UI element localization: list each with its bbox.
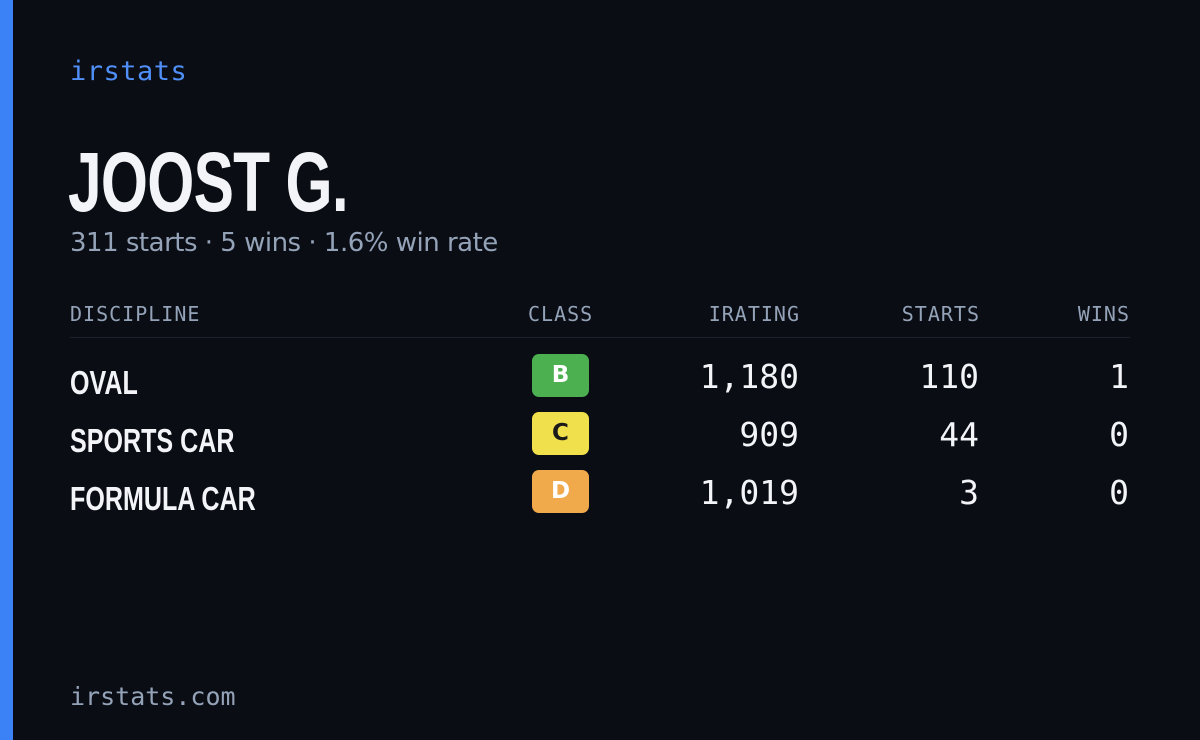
header-wins: WINS: [1077, 302, 1130, 326]
header-class: CLASS: [528, 302, 594, 326]
discipline-name: FORMULA CAR: [70, 480, 256, 517]
table-row: SPORTS CAR C 909 44 0: [70, 412, 1130, 470]
accent-bar: [0, 0, 13, 740]
irating-value: 1,019: [699, 473, 799, 512]
brand-logo[interactable]: irstats: [70, 56, 188, 87]
table-row: FORMULA CAR D 1,019 3 0: [70, 470, 1130, 528]
class-badge: C: [532, 412, 589, 455]
driver-name: JOOST G.: [68, 135, 349, 229]
starts-value: 44: [939, 415, 979, 454]
wins-value: 1: [1109, 357, 1129, 396]
class-badge: D: [532, 470, 589, 513]
footer-link[interactable]: irstats.com: [70, 682, 236, 711]
class-badge: B: [532, 354, 589, 397]
wins-value: 0: [1109, 415, 1129, 454]
irating-value: 1,180: [699, 357, 799, 396]
irating-value: 909: [739, 415, 799, 454]
starts-value: 110: [919, 357, 979, 396]
wins-value: 0: [1109, 473, 1129, 512]
header-starts: STARTS: [901, 302, 980, 326]
driver-summary: 311 starts · 5 wins · 1.6% win rate: [70, 228, 498, 258]
stats-table: DISCIPLINE CLASS IRATING STARTS WINS OVA…: [70, 296, 1130, 528]
starts-value: 3: [959, 473, 979, 512]
discipline-name: SPORTS CAR: [70, 422, 235, 459]
table-row: OVAL B 1,180 110 1: [70, 354, 1130, 412]
header-discipline: DISCIPLINE: [70, 302, 201, 326]
discipline-name: OVAL: [70, 364, 138, 401]
table-header: DISCIPLINE CLASS IRATING STARTS WINS: [70, 296, 1130, 338]
header-irating: IRATING: [708, 302, 800, 326]
